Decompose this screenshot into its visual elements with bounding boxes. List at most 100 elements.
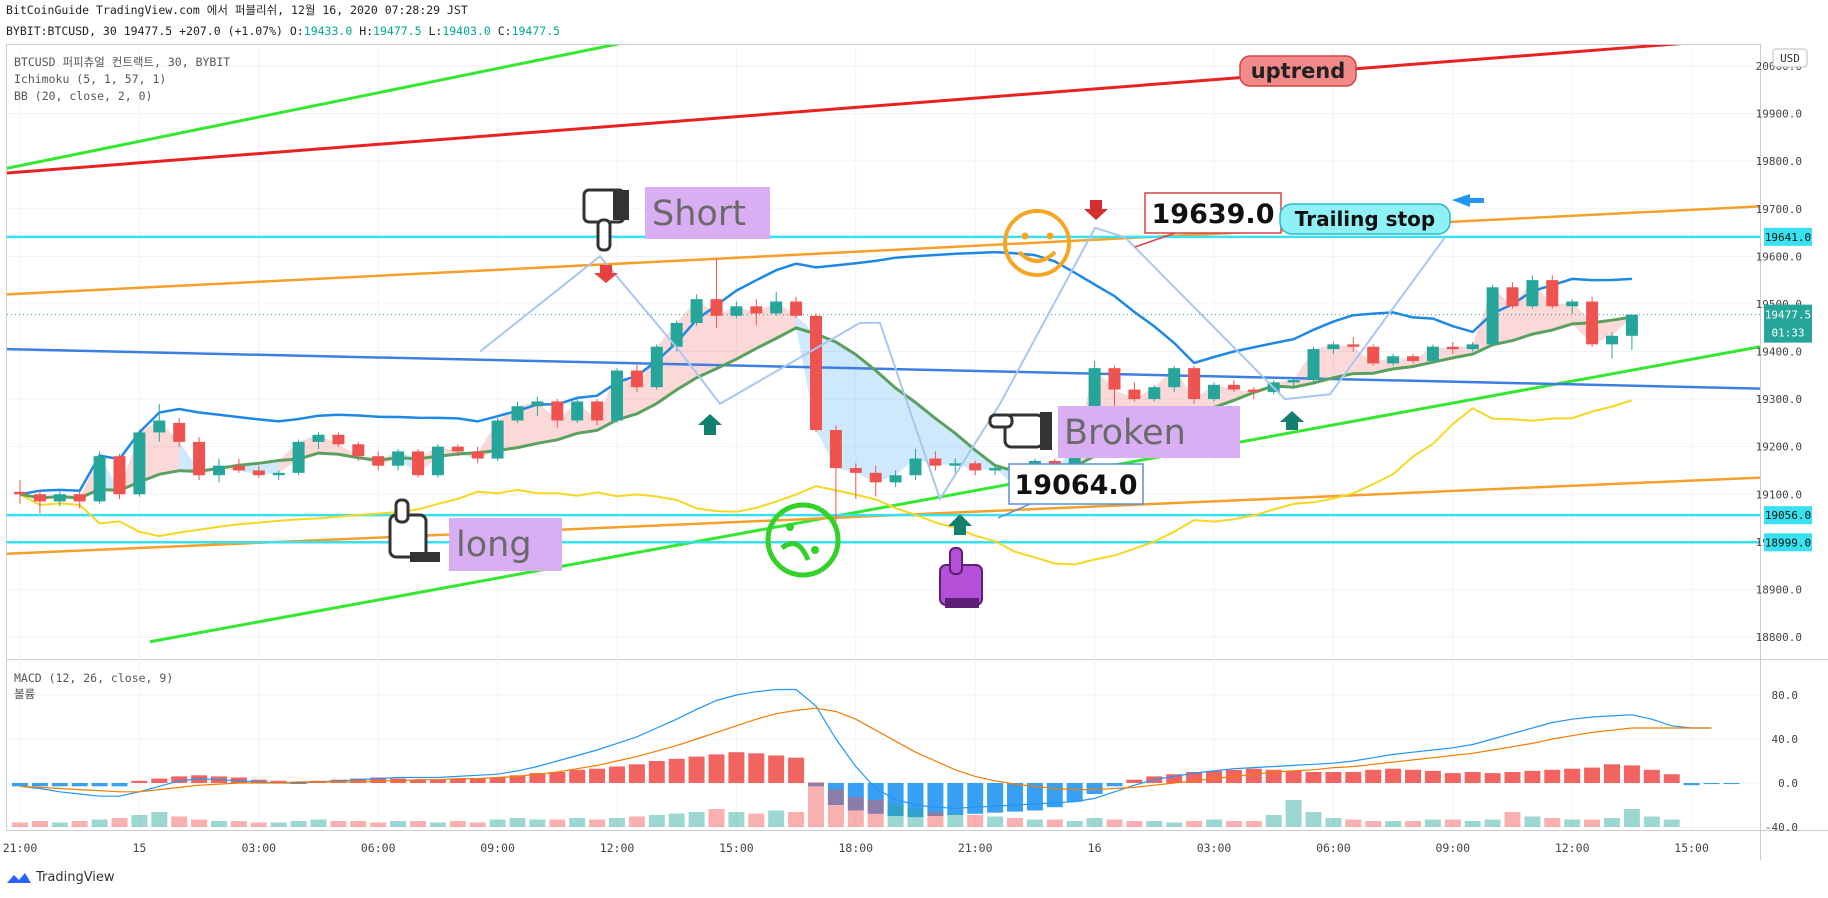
price-callout-19639: 19639.0 — [1134, 192, 1282, 248]
cloud-segment — [159, 420, 180, 475]
candle-body — [1486, 287, 1499, 345]
cloud-segment — [1353, 346, 1374, 374]
time-axis[interactable]: 21:00 15 03:00 06:00 09:00 12:00 15:00 18:00 21:… — [3, 841, 1709, 855]
volume-bar — [927, 812, 944, 827]
volume-bar — [469, 822, 486, 827]
volume-bar — [429, 822, 446, 827]
macd-pane — [12, 688, 1740, 827]
trend-lines — [7, 45, 1760, 644]
volume-bar — [569, 818, 586, 827]
candle-body — [53, 494, 66, 502]
macd-histogram-bar — [1464, 772, 1481, 783]
macd-histogram-bar — [131, 780, 148, 783]
macd-histogram-bar — [569, 769, 586, 783]
tradingview-brand[interactable]: TradingView — [6, 870, 115, 885]
candle-body — [591, 401, 604, 421]
macd-histogram-bar — [808, 783, 824, 787]
trailing-stop-callout: Trailing stop — [1279, 203, 1451, 235]
volume-bar — [1623, 809, 1640, 827]
uptrend-line — [7, 45, 1682, 175]
candle-body — [1625, 314, 1638, 336]
volume-bar — [350, 821, 367, 827]
volume-bar — [1206, 819, 1222, 827]
volume-bar — [1464, 821, 1481, 827]
open-label: O: — [289, 24, 304, 38]
volume-bar — [1325, 818, 1342, 827]
currency-label: USD — [1780, 52, 1800, 65]
volume-bar — [1066, 821, 1083, 827]
candle-body — [690, 299, 703, 323]
macd-histogram-bar — [609, 766, 625, 783]
volume-bar — [1504, 812, 1521, 827]
macd-histogram-bar — [1265, 769, 1282, 783]
up-arrow-icon — [1280, 411, 1304, 430]
trailing-stop-label: Trailing stop — [1295, 207, 1435, 231]
tradingview-logo-icon — [7, 872, 31, 883]
legend-volume: 볼륨 — [14, 687, 35, 701]
macd-histogram-bar — [31, 783, 48, 787]
macd-histogram-bar — [728, 752, 745, 783]
current-price-label: 19477.5 — [1765, 309, 1811, 322]
candle-body — [1566, 301, 1579, 307]
candle-body — [1128, 389, 1141, 400]
volume-bar — [1305, 812, 1322, 827]
volume-bar — [1444, 819, 1461, 827]
price-axis[interactable]: 20000.019900.019800.019700.019600.019500… — [1756, 60, 1802, 834]
pointing-up-hand-icon — [939, 547, 983, 608]
candle-body — [1586, 301, 1599, 345]
macd-histogram-bar — [1643, 769, 1660, 783]
broken-callout: Broken — [1058, 406, 1240, 458]
macd-histogram-bar — [51, 783, 68, 787]
macd-histogram-bar — [1245, 768, 1262, 783]
volume-bar — [529, 819, 546, 827]
left-arrow-icon — [1452, 194, 1484, 207]
price-change: +207.0 (+1.07%) — [179, 24, 283, 38]
macd-histogram-bar — [768, 755, 785, 783]
candle-body — [1546, 280, 1559, 307]
candle-body — [1188, 368, 1201, 400]
price-tick-label: 19800.0 — [1756, 155, 1802, 168]
happy-face-icon — [1003, 209, 1071, 277]
macd-histogram-bar — [788, 757, 805, 783]
volume-bar — [290, 821, 307, 827]
volume-bar — [91, 819, 108, 827]
cloud-segment — [855, 354, 876, 483]
currency-button[interactable] — [1772, 48, 1808, 68]
uptrend-label: uptrend — [1251, 59, 1346, 83]
cloud-segment — [915, 402, 936, 466]
price-19064-label: 19064.0 — [1015, 470, 1138, 501]
candle-body — [949, 463, 962, 466]
close-label: C: — [497, 24, 512, 38]
volume-bar — [489, 819, 506, 827]
volume-bar — [1026, 819, 1043, 827]
macd-histogram-bar — [1604, 764, 1620, 783]
candle-body — [909, 458, 922, 476]
macd-histogram-bar — [1723, 783, 1740, 785]
macd-histogram-bar — [111, 783, 128, 787]
candle-body — [491, 420, 504, 459]
candle-body — [790, 301, 803, 316]
price-tick-label: 18800.0 — [1756, 631, 1802, 644]
volume-bar — [330, 821, 347, 827]
candle-body — [1307, 349, 1320, 381]
candle-body — [969, 463, 982, 471]
candle-body — [14, 491, 26, 495]
candle-body — [1407, 356, 1419, 362]
upper-green-channel-line — [7, 45, 621, 170]
uptrend-callout: uptrend — [1239, 55, 1357, 87]
down-arrow-icon — [1084, 200, 1108, 220]
symbol-label: BYBIT:BTCUSD, 30 — [6, 24, 117, 38]
macd-histogram-bar — [410, 779, 426, 783]
volume-bar — [1146, 821, 1163, 827]
candle-body — [849, 468, 862, 473]
macd-histogram-bar — [947, 783, 964, 815]
macd-histogram-bar — [1365, 769, 1382, 783]
cloud-segment — [875, 370, 896, 483]
price-badge — [1764, 533, 1812, 552]
volume-bar — [549, 819, 566, 827]
macd-histogram-bar — [668, 758, 685, 783]
candle-body — [670, 322, 683, 347]
volume-bar — [1285, 800, 1302, 827]
macd-tick-label: 40.0 — [1772, 733, 1799, 746]
